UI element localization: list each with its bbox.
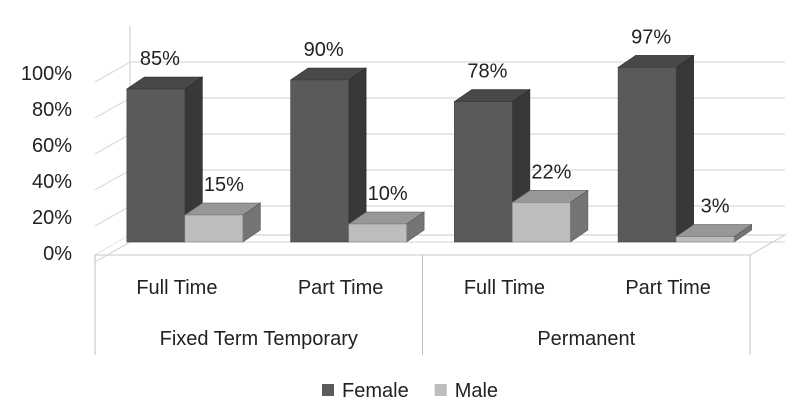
legend-swatch-male: [434, 384, 447, 396]
bar-male-2: [511, 189, 589, 243]
x-axis: Fixed Term Temporary Permanent Full Time Pa…: [94, 255, 751, 355]
data-label-male: 15%: [204, 174, 244, 196]
y-axis-tick-labels: 0% 20% 40% 60% 80% 100%: [21, 63, 72, 265]
y-tick-label: 40%: [32, 171, 72, 193]
bar-male-1: [347, 211, 426, 243]
side-wall-edge: [94, 26, 131, 256]
bar-female-0: [125, 76, 204, 243]
data-label-female: 85%: [140, 48, 180, 70]
data-label-female: 78%: [467, 61, 507, 83]
bar-male-0: [183, 202, 262, 243]
category-label: Full Time: [464, 277, 545, 299]
group-label: Fixed Term Temporary: [160, 328, 358, 350]
legend-swatch-female: [322, 384, 334, 396]
bars: [125, 54, 753, 243]
gridline: [94, 61, 785, 83]
bar-female-1: [289, 67, 368, 243]
y-tick-label: 60%: [32, 135, 72, 157]
data-label-male: 3%: [701, 196, 730, 218]
legend-label-male: Male: [455, 380, 498, 402]
data-label-male: 22%: [531, 161, 571, 183]
y-tick-label: 100%: [21, 63, 72, 85]
data-label-male: 10%: [368, 183, 408, 205]
legend: Female Male: [322, 380, 498, 402]
group-label: Permanent: [537, 328, 635, 350]
data-label-female: 90%: [304, 39, 344, 61]
category-label: Full Time: [136, 277, 217, 299]
bar-male-3: [675, 224, 753, 243]
legend-label-female: Female: [342, 380, 409, 402]
bar-female-2: [453, 89, 531, 243]
data-labels: 85% 15% 90% 10% 78% 22% 97% 3%: [140, 26, 730, 217]
data-label-female: 97%: [631, 26, 671, 48]
bar-female-3: [617, 54, 695, 243]
y-tick-label: 80%: [32, 99, 72, 121]
category-label: Part Time: [625, 277, 711, 299]
y-tick-label: 20%: [32, 207, 72, 229]
category-label: Part Time: [298, 277, 384, 299]
y-tick-label: 0%: [43, 243, 72, 265]
